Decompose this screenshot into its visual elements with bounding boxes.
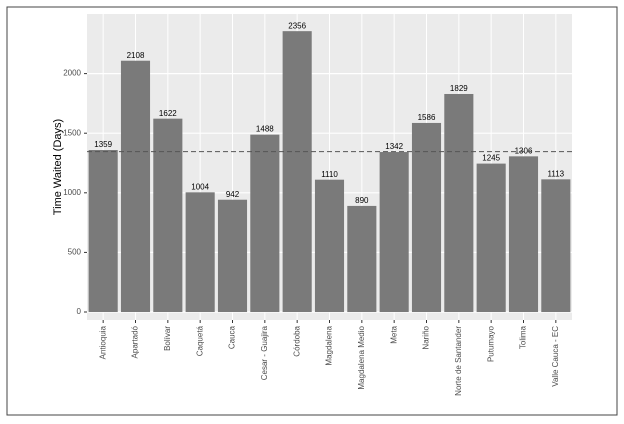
x-tick-label: Cesar - Guajira — [260, 325, 269, 380]
bar — [120, 60, 151, 313]
value-label: 942 — [226, 190, 240, 199]
bar — [314, 179, 345, 313]
value-label: 1359 — [94, 140, 112, 149]
x-tick-label: Norte de Santander — [454, 326, 463, 396]
x-tick-label: Cauca — [228, 325, 237, 349]
x-tick-label: Magdalena Medio — [357, 325, 366, 389]
value-label: 1245 — [482, 154, 500, 163]
x-tick-label: Valle Cauca - EC — [551, 326, 560, 387]
x-tick-label: Tolima — [519, 325, 528, 349]
x-tick-label: Apartadó — [131, 325, 140, 358]
bar — [88, 150, 118, 313]
value-label: 2108 — [127, 51, 145, 60]
x-tick-label: Caquetá — [195, 325, 204, 356]
x-tick-label: Meta — [389, 325, 398, 343]
x-tick-label: Magdalena — [325, 325, 334, 365]
bar — [217, 199, 248, 313]
bar — [508, 156, 539, 313]
x-tick-label: Córdoba — [292, 325, 301, 356]
y-axis-title: Time Waited (Days) — [52, 119, 64, 215]
bar — [153, 118, 183, 313]
y-tick-label: 500 — [68, 248, 82, 257]
y-tick-label: 0 — [77, 307, 82, 316]
value-label: 1113 — [548, 169, 565, 178]
bar — [282, 31, 312, 313]
value-label: 1110 — [321, 170, 338, 179]
bar — [541, 179, 571, 313]
value-label: 1488 — [256, 125, 274, 134]
y-tick-label: 1000 — [63, 188, 81, 197]
value-label: 1622 — [159, 109, 177, 118]
bar — [379, 152, 409, 313]
bar — [411, 122, 442, 313]
value-label: 890 — [355, 196, 369, 205]
value-label: 1342 — [385, 142, 403, 151]
value-label: 2356 — [288, 21, 306, 30]
value-label: 1829 — [450, 84, 468, 93]
bar — [250, 134, 280, 313]
y-tick-label: 1500 — [63, 128, 81, 137]
bar — [476, 163, 506, 313]
bar — [444, 93, 474, 313]
x-tick-label: Antioquia — [98, 325, 107, 359]
value-label: 1004 — [191, 182, 209, 191]
y-tick-label: 2000 — [63, 69, 81, 78]
x-tick-label: Nariño — [422, 325, 431, 349]
bar — [185, 192, 215, 313]
x-tick-label: Bolívar — [163, 326, 172, 351]
value-label: 1586 — [418, 113, 436, 122]
x-tick-label: Putumayo — [486, 325, 495, 362]
bar — [347, 205, 377, 313]
value-label: 1306 — [515, 146, 533, 155]
